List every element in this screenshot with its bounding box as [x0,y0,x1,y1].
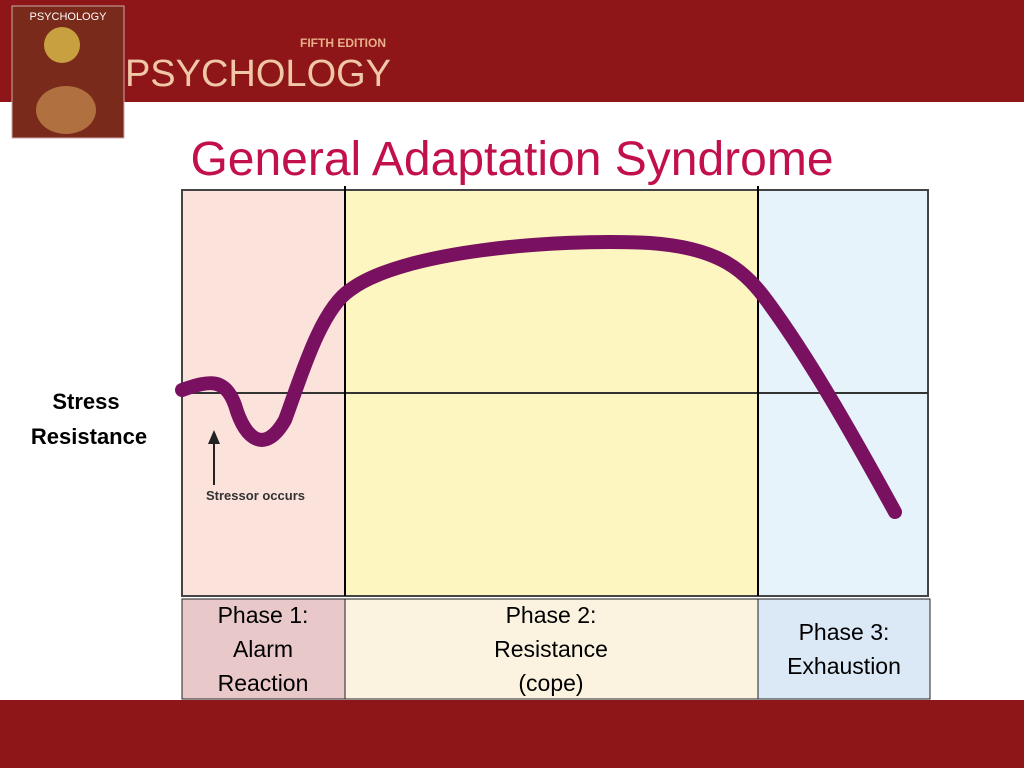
phase-label: Phase 2: [506,602,597,628]
phase-1-box [181,598,346,700]
phase-label: Resistance [494,636,608,662]
phase-label: (cope) [518,670,583,696]
phase-label: Phase 3: [799,619,890,645]
phase-label: Phase 1: [218,602,309,628]
footer-bar [0,700,1024,768]
phase-labels: Phase 1: Alarm Reaction Phase 2: Resistance (… [218,602,901,696]
y-label: Resistance [31,424,147,449]
resistance-curve [175,235,902,519]
book-title: PSYCHOLOGY [125,53,391,95]
cover-head [36,86,96,134]
arrow-head [208,430,220,444]
annotation: Stressor occurs [206,488,305,503]
phase-label: Exhaustion [787,653,901,679]
phase-label: Alarm [233,636,293,662]
edition: FIFTH EDITION [300,36,386,50]
phase-3-box [757,598,931,700]
phase-2-box [344,598,759,700]
slide-title: General Adaptation Syndrome [190,133,833,186]
header-bar [0,0,1024,102]
phase-label: Reaction [218,670,309,696]
y-label: Stress [52,389,119,414]
cover-title: PSYCHOLOGY [29,11,107,23]
cover-flower [44,27,80,63]
